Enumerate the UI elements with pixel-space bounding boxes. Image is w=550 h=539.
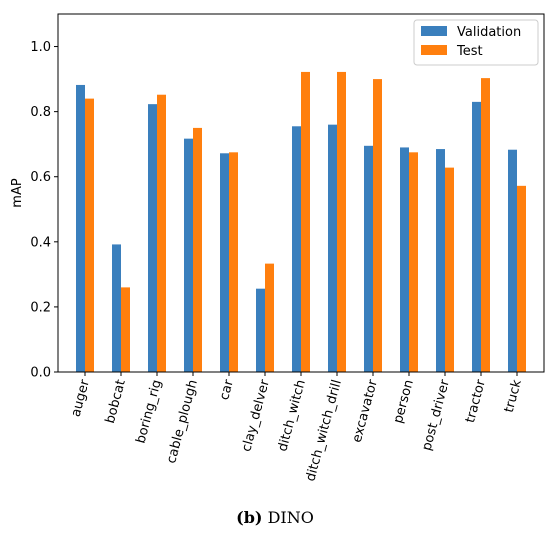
- x-tick-label-clay_delver: clay_delver: [239, 378, 273, 454]
- bar-test-clay_delver: [265, 263, 274, 372]
- bar-test-post_driver: [445, 167, 454, 372]
- caption-label: (b): [236, 508, 263, 527]
- x-tick-label-truck: truck: [502, 378, 525, 415]
- bar-test-cable_plough: [193, 127, 202, 372]
- bar-test-ditch_witch: [301, 71, 310, 372]
- bar-validation-truck: [508, 149, 517, 372]
- bars-group: [76, 71, 526, 373]
- bar-validation-tractor: [472, 101, 481, 372]
- legend: Validation Test: [413, 19, 539, 66]
- x-tick-label-ditch_witch_drill: ditch_witch_drill: [303, 378, 345, 483]
- bar-validation-clay_delver: [256, 288, 265, 372]
- x-tick-label-tractor: tractor: [463, 378, 489, 425]
- bar-test-car: [229, 152, 238, 372]
- y-tick-label: 0.6: [30, 170, 51, 185]
- y-axis: 0.0 0.2 0.4 0.6 0.8 1.0: [30, 40, 58, 381]
- x-tick-label-ditch_witch: ditch_witch: [275, 378, 309, 453]
- legend-swatch-test: [421, 45, 447, 55]
- bar-validation-car: [220, 153, 229, 372]
- bar-test-ditch_witch_drill: [337, 71, 346, 372]
- y-tick-label: 0.8: [30, 105, 51, 120]
- x-tick-label-bobcat: bobcat: [103, 378, 129, 425]
- legend-swatch-validation: [421, 26, 447, 36]
- x-tick-label-auger: auger: [69, 378, 93, 419]
- bar-validation-excavator: [364, 145, 373, 372]
- bar-validation-cable_plough: [184, 138, 193, 372]
- bar-test-boring_rig: [157, 94, 166, 372]
- bar-validation-ditch_witch_drill: [328, 124, 337, 373]
- x-tick-label-cable_plough: cable_plough: [164, 378, 201, 465]
- y-tick-label: 0.0: [30, 366, 51, 381]
- y-tick-label: 1.0: [30, 40, 51, 55]
- x-tick-label-excavator: excavator: [350, 378, 381, 445]
- bar-validation-auger: [76, 84, 85, 372]
- bar-chart: 0.0 0.2 0.4 0.6 0.8 1.0 auger bobcat boring_rig…: [10, 13, 545, 483]
- x-tick-label-boring_rig: boring_rig: [133, 378, 164, 445]
- legend-label-test: Test: [456, 44, 483, 59]
- x-tick-label-person: person: [391, 378, 417, 425]
- y-tick-label: 0.4: [30, 235, 51, 250]
- x-tick-label-post_driver: post_driver: [420, 378, 454, 453]
- bar-validation-ditch_witch: [292, 126, 301, 372]
- figure-caption: (b) DINO: [0, 508, 550, 527]
- caption-text: DINO: [267, 508, 314, 527]
- bar-validation-boring_rig: [148, 104, 157, 372]
- bar-test-bobcat: [121, 287, 130, 372]
- bar-test-excavator: [373, 79, 382, 372]
- bar-test-auger: [85, 98, 94, 373]
- x-axis: auger bobcat boring_rig cable_plough car clay…: [69, 372, 525, 483]
- plot-frame: [57, 13, 545, 373]
- bar-test-truck: [517, 185, 526, 372]
- x-tick-label-car: car: [217, 378, 237, 402]
- bar-validation-post_driver: [436, 149, 445, 372]
- y-axis-title: mAP: [10, 178, 25, 208]
- y-tick-label: 0.2: [30, 300, 51, 315]
- legend-label-validation: Validation: [457, 25, 521, 40]
- bar-test-tractor: [481, 78, 490, 372]
- bar-test-person: [409, 152, 418, 372]
- bar-validation-person: [400, 147, 409, 372]
- bar-validation-bobcat: [112, 244, 121, 372]
